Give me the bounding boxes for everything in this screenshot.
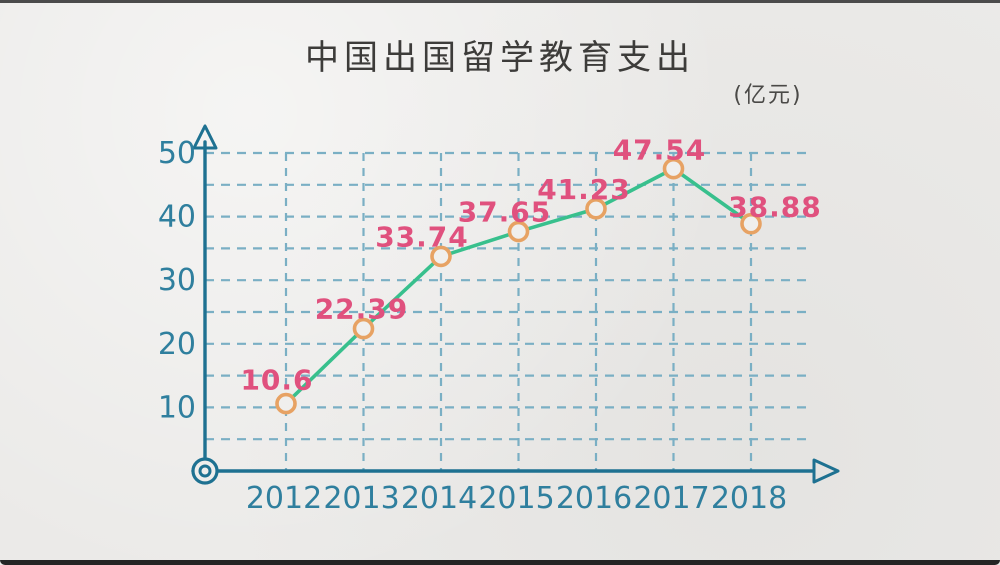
value-label: 47.54 [613,134,707,167]
x-axis-arrowhead-icon [812,458,840,484]
value-label: 22.39 [315,293,409,326]
origin-marker-outer-ring [191,457,219,485]
top-letterbox-bar [0,0,1000,3]
y-axis-arrowhead-icon [192,124,218,150]
y-tick-label: 30 [158,263,196,298]
x-tick-label: 2018 [711,481,787,516]
y-tick-label: 20 [158,327,196,362]
value-label: 10.6 [240,364,313,397]
data-point-marker [662,157,685,180]
data-point-marker [352,317,375,340]
value-label: 37.65 [458,196,552,229]
x-tick-label: 2014 [401,481,477,516]
x-tick-label: 2016 [556,481,632,516]
data-point-marker [275,392,297,415]
x-tick-label: 2012 [246,481,322,516]
x-tick-label: 2013 [323,481,399,516]
data-point-marker [430,245,452,268]
y-tick-label: 10 [158,390,196,425]
y-tick-label: 50 [158,136,196,171]
unit-label: (亿元) [733,83,803,108]
y-tick-label: 40 [158,200,196,235]
value-label: 41.23 [537,173,631,206]
data-point-marker [507,220,530,243]
data-point-marker [740,212,762,235]
x-tick-label: 2017 [633,481,709,516]
chart-title: 中国出国留学教育支出 [305,38,695,78]
x-tick-label: 2015 [478,481,554,516]
value-label: 33.74 [375,220,469,253]
bottom-letterbox-bar [0,560,1000,565]
data-point-marker [585,197,607,220]
origin-marker-inner-ring [198,464,212,478]
value-label: 38.88 [728,191,822,224]
